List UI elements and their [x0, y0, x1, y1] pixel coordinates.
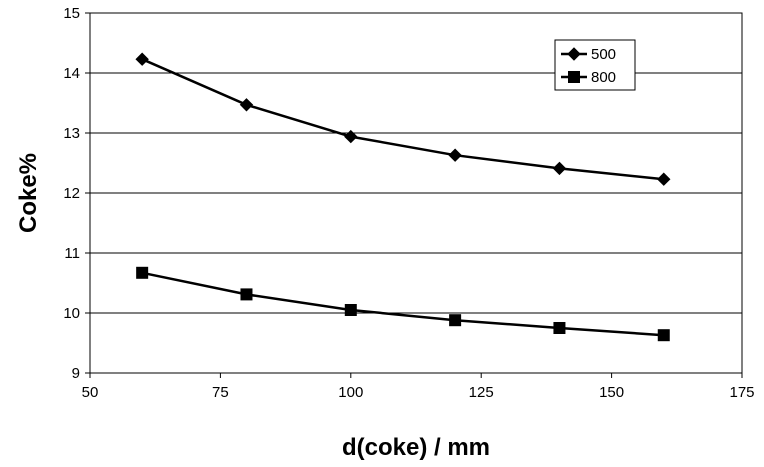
x-tick-label-175: 175 [729, 384, 754, 401]
x-tick-label-50: 50 [82, 384, 99, 401]
x-tick-label-125: 125 [469, 384, 494, 401]
data-point-500-0 [135, 52, 149, 66]
data-point-800-1 [240, 288, 253, 301]
data-point-500-3 [448, 148, 462, 162]
y-tick-label-14: 14 [63, 65, 80, 82]
data-point-800-3 [449, 314, 462, 327]
data-point-500-2 [344, 129, 358, 144]
legend-marker-800 [568, 71, 580, 83]
series-line-500 [141, 58, 664, 181]
x-tick-label-100: 100 [338, 384, 363, 401]
y-tick-label-10: 10 [63, 305, 80, 322]
data-point-500-1 [239, 98, 254, 112]
y-axis-title: Coke% [15, 153, 42, 233]
y-tick-label-13: 13 [63, 125, 80, 142]
legend-label-800: 800 [591, 69, 616, 86]
data-point-800-4 [553, 322, 566, 334]
y-tick-label-9: 9 [72, 365, 80, 382]
y-tick-label-11: 11 [64, 245, 80, 262]
data-point-800-5 [657, 329, 670, 342]
data-point-500-5 [657, 172, 671, 186]
series-group [135, 52, 671, 342]
x-tick-label-150: 150 [599, 384, 624, 401]
legend-label-500: 500 [591, 46, 616, 63]
x-tick-label-75: 75 [212, 384, 229, 401]
legend-marker-500 [567, 47, 581, 61]
axes [85, 12, 743, 378]
tick-labels: 9 10 11 12 13 14 15 50 75 100 125 150 175 [63, 5, 754, 401]
y-tick-label-15: 15 [63, 5, 80, 22]
data-point-500-4 [552, 161, 567, 176]
x-axis-title: d(coke) / mm [342, 434, 490, 461]
series-line-800 [141, 271, 664, 337]
data-point-800-2 [344, 304, 357, 316]
y-tick-label-12: 12 [63, 185, 80, 202]
data-point-800-0 [136, 266, 149, 279]
